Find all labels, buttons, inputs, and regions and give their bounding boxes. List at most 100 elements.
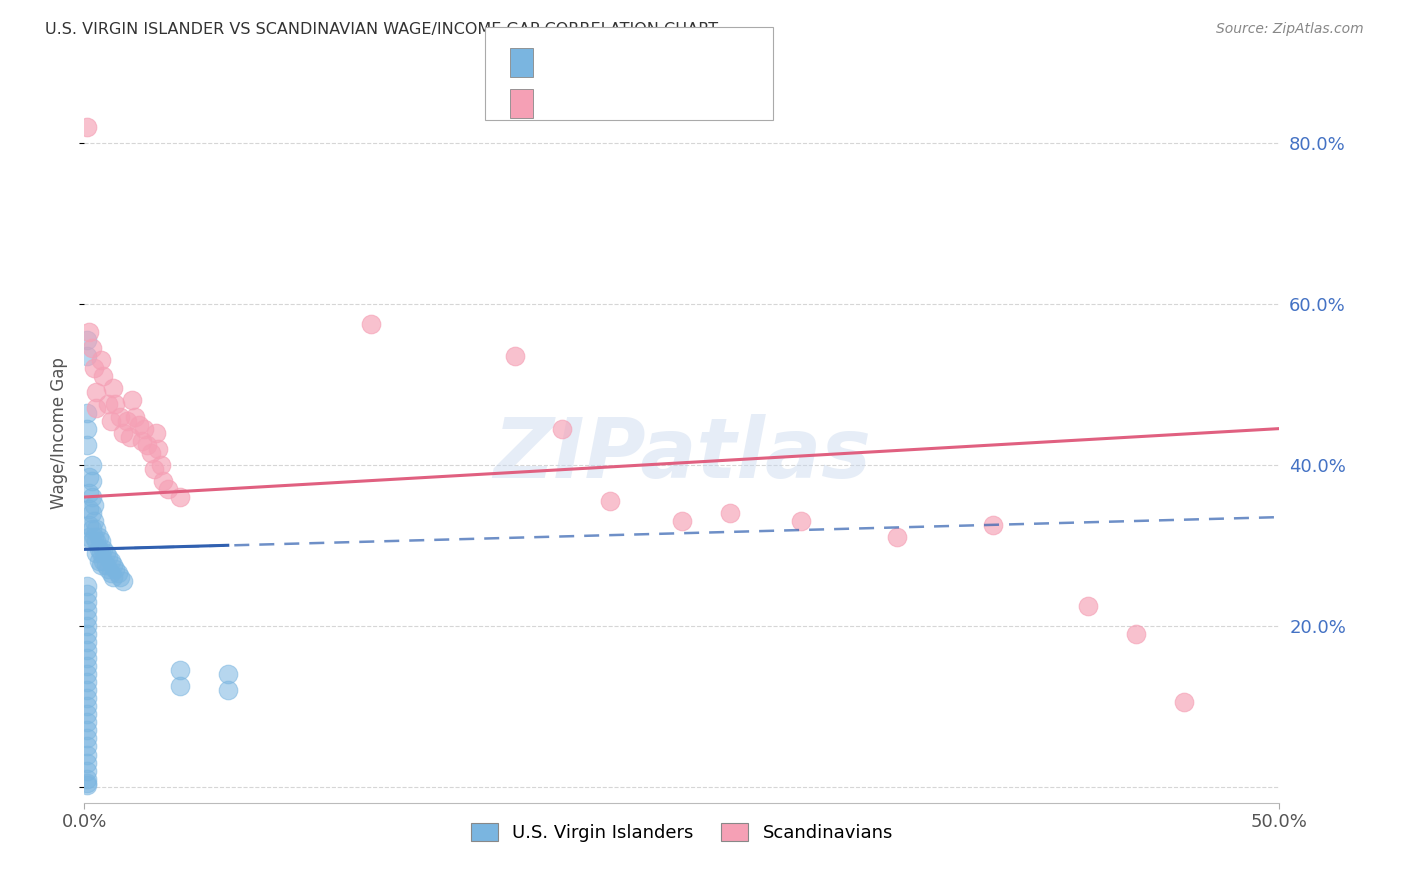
Point [76, 120, 98, 134]
Point [76, 586, 98, 600]
Point [110, 409, 132, 424]
Point [76, 691, 98, 706]
Text: ZIPatlas: ZIPatlas [494, 414, 870, 495]
Point [76, 778, 98, 792]
Point [1125, 627, 1147, 641]
Point [77, 502, 100, 516]
Point [76, 747, 98, 762]
Point [93, 542, 115, 557]
Point [94, 546, 117, 560]
Point [86, 534, 108, 549]
Point [76, 594, 98, 608]
Point [87, 554, 110, 568]
Point [104, 397, 127, 411]
Point [77, 518, 100, 533]
Point [76, 699, 98, 714]
Point [86, 401, 108, 416]
Point [1077, 599, 1099, 613]
Point [503, 349, 526, 363]
Point [100, 413, 122, 427]
Point [101, 570, 124, 584]
Point [981, 518, 1004, 533]
Point [76, 764, 98, 778]
Point [93, 369, 115, 384]
Text: U.S. VIRGIN ISLANDER VS SCANDINAVIAN WAGE/INCOME GAP CORRELATION CHART: U.S. VIRGIN ISLANDER VS SCANDINAVIAN WAG… [45, 22, 718, 37]
Point [77, 470, 100, 484]
Point [76, 405, 98, 419]
Point [93, 554, 115, 568]
Point [128, 417, 150, 432]
Point [141, 446, 163, 460]
Point [80, 474, 103, 488]
Point [97, 562, 120, 576]
Y-axis label: Wage/Income Gap: Wage/Income Gap [51, 357, 69, 508]
Point [111, 574, 134, 589]
Point [76, 627, 98, 641]
Point [217, 683, 239, 698]
Point [886, 530, 908, 544]
Point [76, 349, 98, 363]
Point [76, 438, 98, 452]
Point [135, 438, 157, 452]
Text: Source: ZipAtlas.com: Source: ZipAtlas.com [1216, 22, 1364, 37]
Text: 0.014: 0.014 [572, 52, 628, 70]
Point [97, 550, 120, 565]
Point [104, 562, 127, 576]
Point [671, 514, 693, 528]
Legend: U.S. Virgin Islanders, Scandinavians: U.S. Virgin Islanders, Scandinavians [464, 815, 900, 849]
Point [90, 534, 112, 549]
Point [80, 534, 103, 549]
Point [100, 554, 122, 568]
Point [117, 413, 139, 427]
Point [76, 651, 98, 665]
Text: 71: 71 [650, 52, 675, 70]
Point [76, 667, 98, 681]
Text: R =: R = [541, 95, 581, 113]
Point [599, 494, 621, 508]
Point [77, 486, 100, 500]
Point [90, 558, 112, 573]
Point [83, 514, 105, 528]
Point [77, 530, 100, 544]
Point [101, 381, 124, 395]
Text: N =: N = [619, 95, 658, 113]
Point [76, 739, 98, 754]
Point [76, 659, 98, 673]
Point [76, 610, 98, 624]
Point [76, 635, 98, 649]
Point [142, 462, 165, 476]
Point [169, 663, 191, 677]
Point [76, 683, 98, 698]
Text: R =: R = [541, 52, 581, 70]
Point [110, 570, 132, 584]
Point [100, 566, 122, 581]
Point [132, 421, 156, 435]
Point [131, 434, 153, 448]
Point [76, 715, 98, 730]
Point [90, 353, 112, 368]
Point [86, 385, 108, 400]
Point [76, 578, 98, 592]
Point [80, 458, 103, 472]
Point [76, 707, 98, 722]
Point [101, 558, 124, 573]
Point [94, 558, 117, 573]
Point [76, 675, 98, 690]
Point [80, 341, 103, 355]
Point [76, 333, 98, 347]
Point [76, 772, 98, 786]
Point [157, 482, 180, 496]
Point [169, 490, 191, 504]
Point [80, 522, 103, 536]
Point [87, 542, 110, 557]
Point [76, 602, 98, 616]
Point [87, 530, 110, 544]
Point [97, 397, 120, 411]
Point [76, 643, 98, 657]
Point [76, 619, 98, 633]
Point [83, 530, 105, 544]
Point [83, 361, 105, 376]
Point [80, 506, 103, 520]
Text: 42: 42 [650, 95, 675, 113]
Point [77, 325, 100, 339]
